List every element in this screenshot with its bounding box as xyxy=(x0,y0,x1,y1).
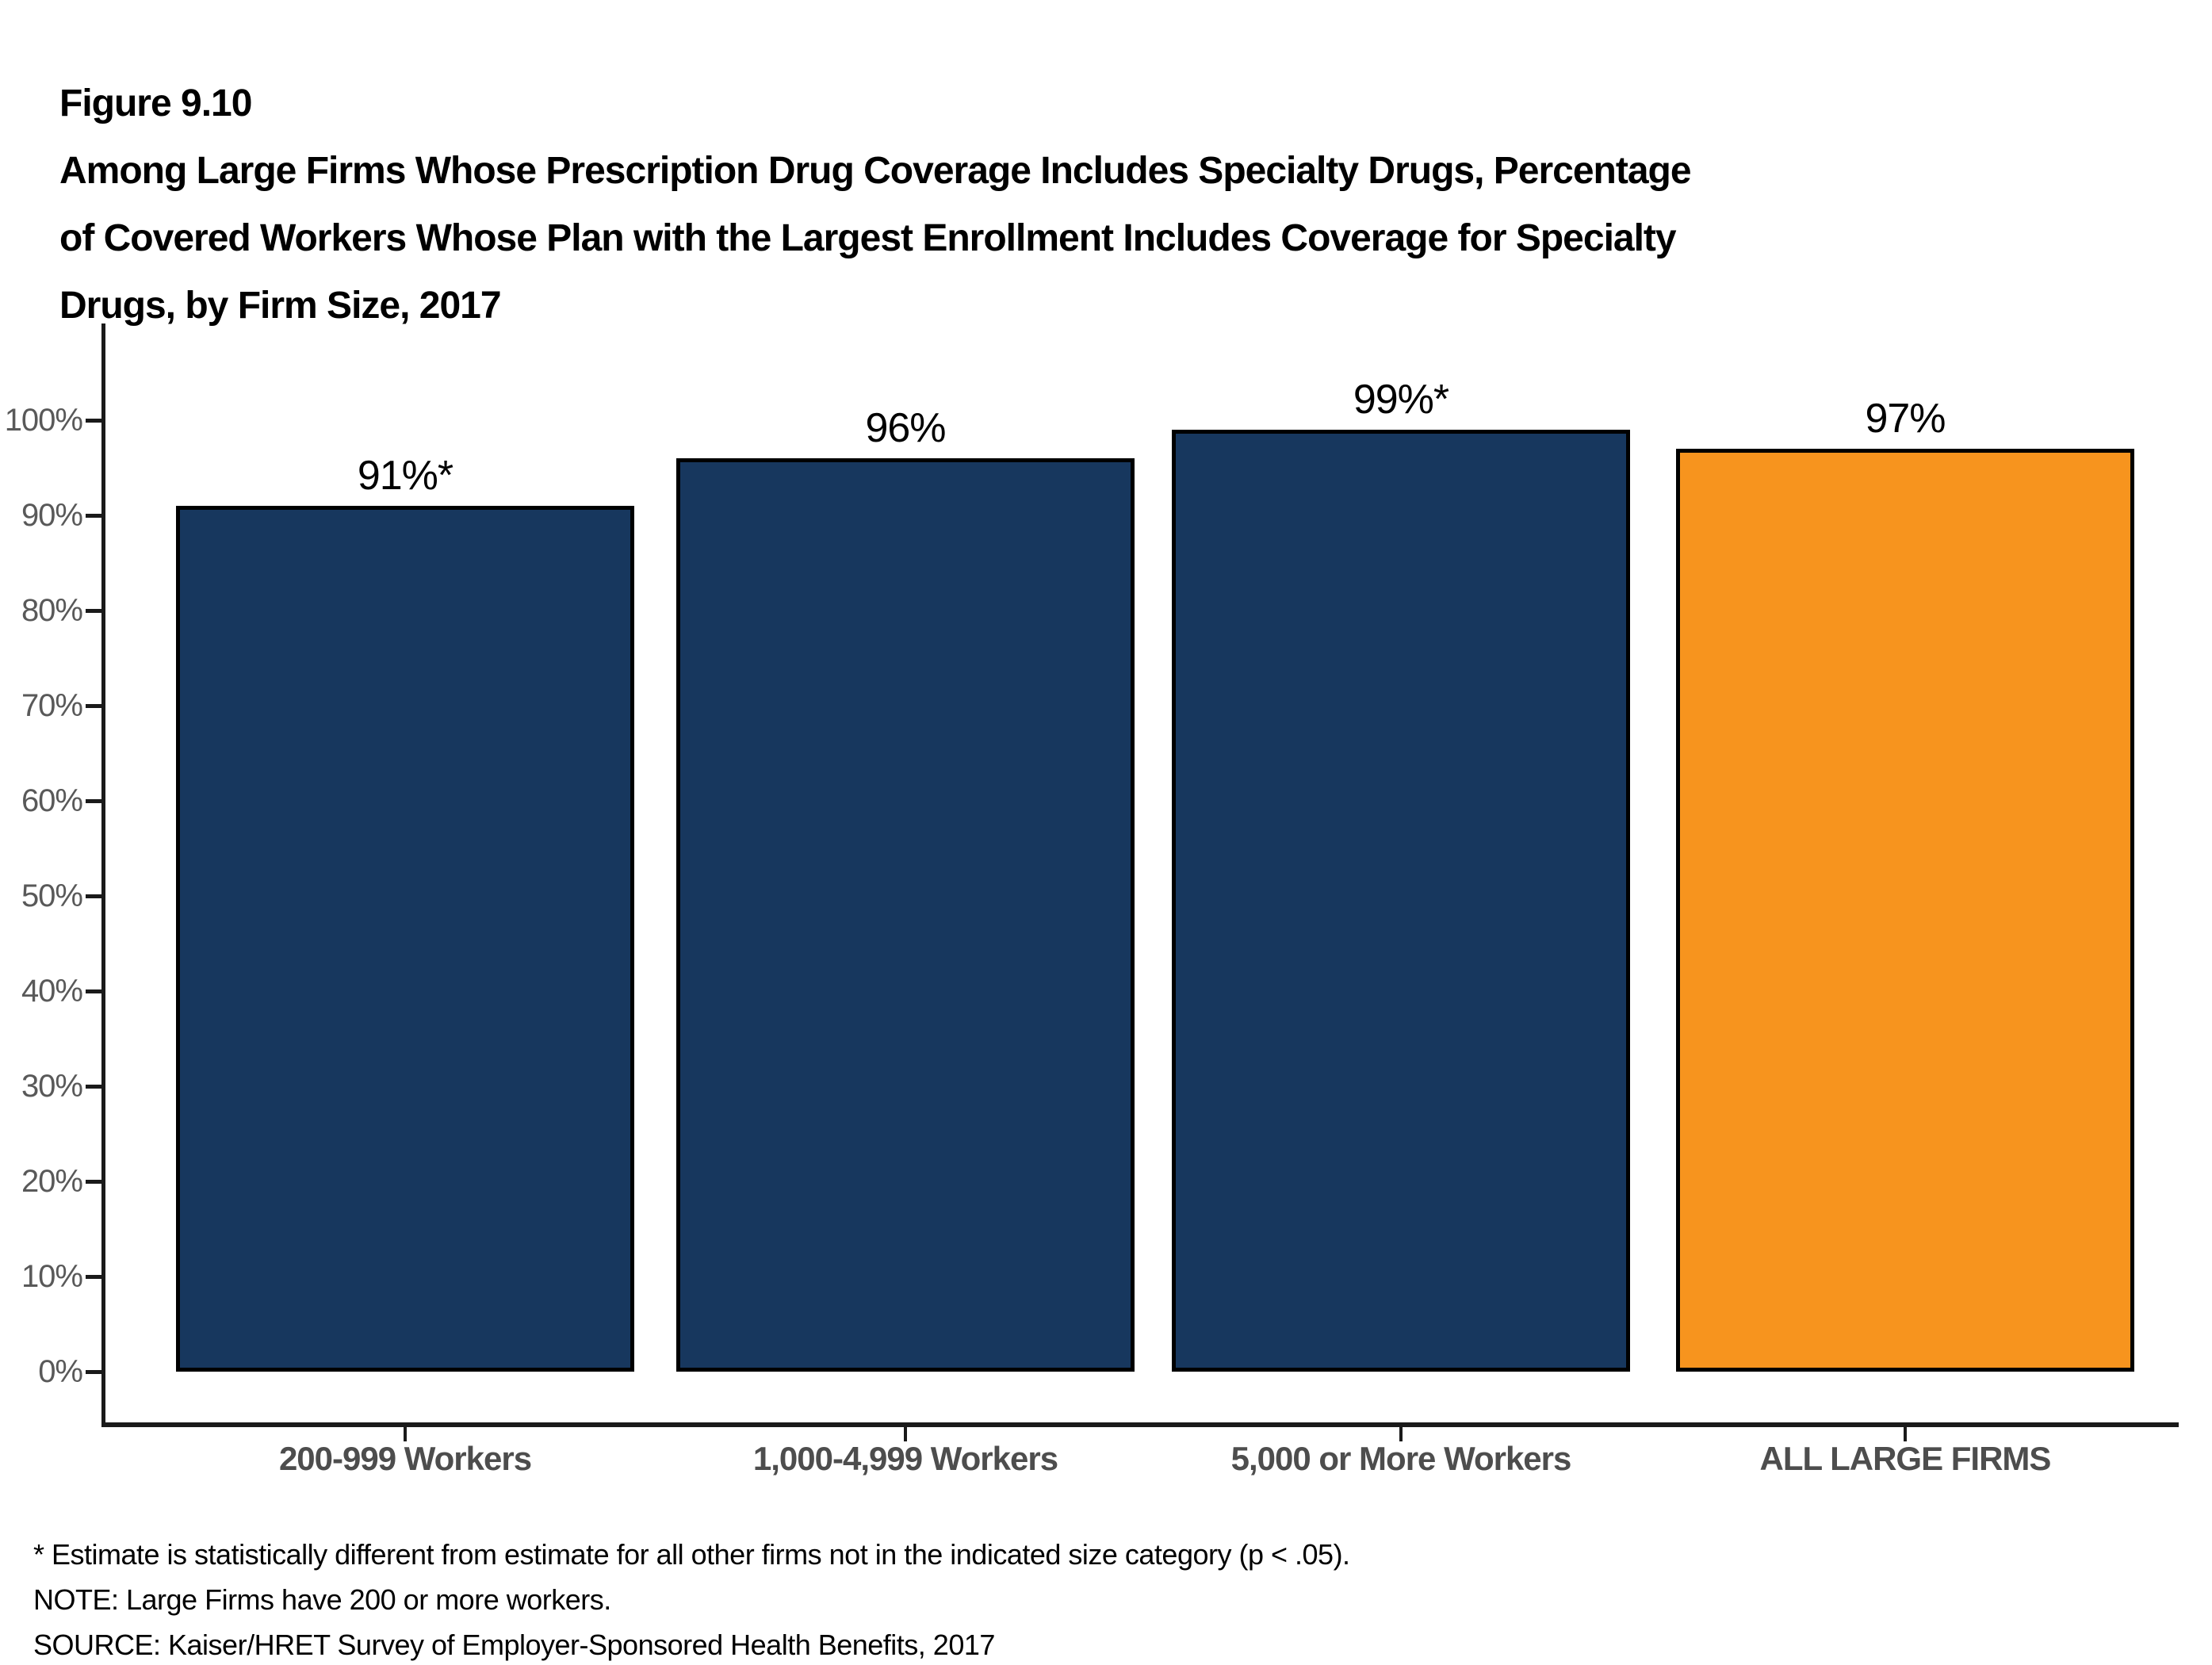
title-block: Figure 9.10 Among Large Firms Whose Pres… xyxy=(59,70,1692,339)
y-tick xyxy=(86,609,101,613)
footnotes: * Estimate is statistically different fr… xyxy=(33,1532,1350,1665)
category-label: 5,000 or More Workers xyxy=(1230,1440,1572,1477)
y-tick-label: 100% xyxy=(4,403,83,438)
footnote-asterisk: * Estimate is statistically different fr… xyxy=(33,1538,1350,1571)
y-tick xyxy=(86,704,101,708)
y-tick xyxy=(86,1180,101,1184)
figure-label: Figure 9.10 xyxy=(59,82,252,124)
bar-3 xyxy=(1172,430,1630,1372)
footnote-note: NOTE: Large Firms have 200 or more worke… xyxy=(33,1583,611,1616)
y-tick xyxy=(86,419,101,423)
x-axis-line xyxy=(101,1422,2179,1427)
y-tick xyxy=(86,514,101,518)
y-tick xyxy=(86,894,101,898)
y-tick xyxy=(86,1085,101,1089)
category-label: 1,000-4,999 Workers xyxy=(752,1440,1058,1477)
y-tick-label: 60% xyxy=(21,783,83,818)
bar-value-label: 96% xyxy=(865,405,946,451)
y-tick-label: 40% xyxy=(21,974,83,1009)
category-label: ALL LARGE FIRMS xyxy=(1759,1440,2052,1477)
y-tick-label: 50% xyxy=(21,878,83,913)
category-label: 200-999 Workers xyxy=(278,1440,532,1477)
chart-title-line-3: Drugs, by Firm Size, 2017 xyxy=(59,285,502,327)
y-tick xyxy=(86,799,101,803)
y-tick xyxy=(86,1275,101,1279)
y-tick-label: 0% xyxy=(38,1354,83,1389)
footnote-source: SOURCE: Kaiser/HRET Survey of Employer-S… xyxy=(33,1629,995,1661)
y-tick-label: 90% xyxy=(21,498,83,533)
y-tick xyxy=(86,989,101,993)
y-axis-line xyxy=(101,323,105,1427)
bar-2 xyxy=(676,458,1135,1372)
bar-1 xyxy=(176,506,634,1372)
x-tick xyxy=(1399,1427,1403,1441)
y-tick-label: 70% xyxy=(21,688,83,723)
bar-4 xyxy=(1676,449,2134,1372)
chart-title-line-1: Among Large Firms Whose Prescription Dru… xyxy=(59,150,1692,192)
chart-title-line-2: of Covered Workers Whose Plan with the L… xyxy=(59,217,1677,259)
y-tick xyxy=(86,1370,101,1374)
y-tick-label: 30% xyxy=(21,1069,83,1104)
bar-value-label: 99%* xyxy=(1353,377,1449,423)
x-tick xyxy=(904,1427,907,1441)
y-tick-label: 10% xyxy=(21,1259,83,1294)
bar-value-label: 91%* xyxy=(357,453,453,499)
x-tick xyxy=(404,1427,407,1441)
x-tick xyxy=(1904,1427,1907,1441)
y-tick-label: 80% xyxy=(21,593,83,628)
y-tick-label: 20% xyxy=(21,1164,83,1199)
bar-value-label: 97% xyxy=(1865,396,1946,442)
